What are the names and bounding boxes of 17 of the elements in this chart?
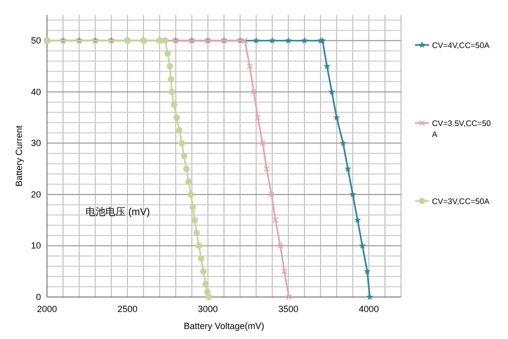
x-tick-label: 3000 bbox=[198, 304, 218, 314]
x-tick-label: 3500 bbox=[278, 304, 298, 314]
legend-label: CV=3.5V,CC=50A bbox=[432, 119, 492, 139]
annotation: 电池电压 (mV) bbox=[86, 206, 150, 218]
x-tick-label: 2500 bbox=[117, 304, 138, 314]
y-axis-title: Battery Current bbox=[14, 124, 24, 187]
y-tick-label: 40 bbox=[30, 86, 41, 97]
y-tick-label: 10 bbox=[30, 240, 41, 251]
legend-label: CV=3V,CC=50A bbox=[432, 197, 490, 206]
y-tick-label: 30 bbox=[30, 138, 41, 148]
x-tick-label: 2000 bbox=[36, 304, 58, 314]
legend-label: CV=4V,CC=50A bbox=[432, 41, 490, 50]
y-tick-label: 50 bbox=[30, 36, 41, 46]
x-axis-title: Battery Voltage(mV) bbox=[184, 321, 264, 331]
y-tick-label: 20 bbox=[30, 189, 41, 200]
y-tick-label: 0 bbox=[36, 292, 41, 302]
x-tick-label: 4000 bbox=[358, 304, 379, 314]
